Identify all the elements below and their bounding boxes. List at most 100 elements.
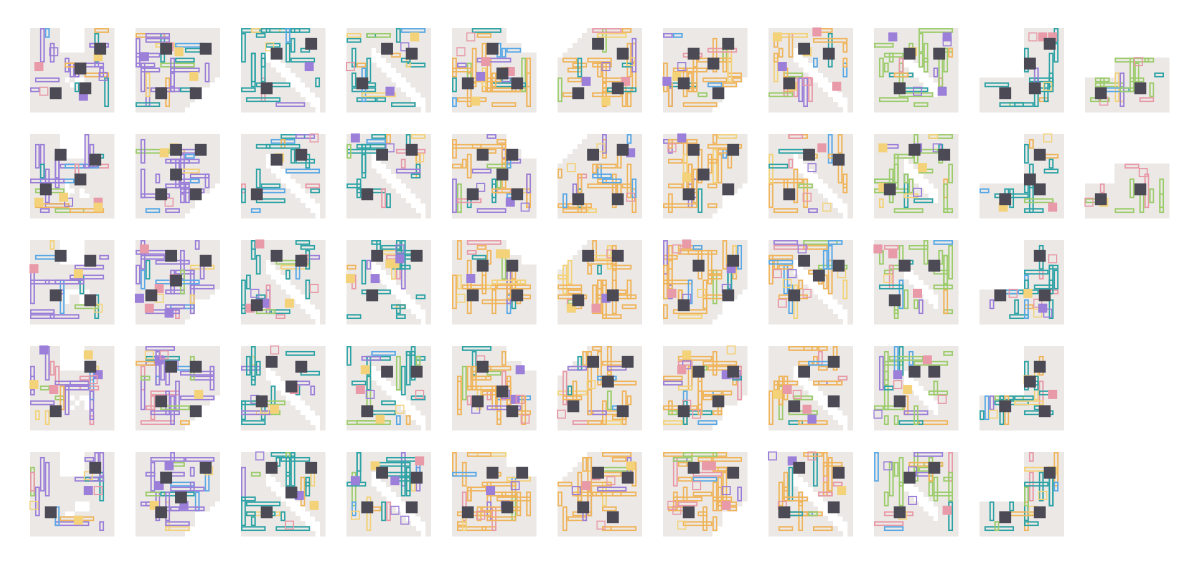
machine-block <box>139 244 149 254</box>
conveyor-segment <box>1094 77 1110 83</box>
conveyor-segment <box>883 52 904 58</box>
layout-tile <box>452 240 537 325</box>
conveyor-segment <box>1028 452 1034 462</box>
conveyor-segment <box>874 405 884 411</box>
conveyor-segment <box>717 134 738 139</box>
conveyor-segment <box>918 32 924 53</box>
conveyor-segment <box>842 173 848 189</box>
conveyor-segment <box>145 346 175 351</box>
core-block <box>461 77 474 90</box>
core-block <box>250 299 263 312</box>
conveyor-segment <box>250 208 261 214</box>
conveyor-segment <box>813 57 818 68</box>
layout-tile <box>241 451 326 537</box>
conveyor-segment <box>677 501 698 507</box>
conveyor-segment <box>184 153 195 159</box>
machine-block <box>1043 308 1053 318</box>
conveyor-segment <box>250 346 256 381</box>
conveyor-segment <box>883 491 889 507</box>
conveyor-segment <box>189 466 195 477</box>
machine-block <box>29 500 39 510</box>
core-block <box>888 294 901 307</box>
conveyor-segment <box>697 188 703 214</box>
conveyor-segment <box>49 42 55 63</box>
conveyor-segment <box>89 410 95 421</box>
conveyor-segment <box>456 526 487 532</box>
conveyor-segment <box>677 385 693 391</box>
machine-block <box>510 394 520 404</box>
layout-tile <box>662 28 748 113</box>
core-block <box>928 365 941 378</box>
conveyor-segment <box>346 183 362 189</box>
conveyor-segment <box>817 491 833 497</box>
conveyor-segment <box>346 314 362 320</box>
conveyor-segment <box>893 72 909 78</box>
core-block <box>84 254 97 267</box>
conveyor-segment <box>773 244 808 250</box>
conveyor-segment <box>587 259 617 265</box>
conveyor-segment <box>827 456 833 492</box>
conveyor-segment <box>1024 269 1049 275</box>
conveyor-segment <box>923 57 929 73</box>
core-block <box>461 506 474 519</box>
conveyor-segment <box>979 410 985 421</box>
machine-block <box>350 476 360 486</box>
machine-block <box>1043 133 1053 143</box>
machine-block <box>189 71 199 81</box>
core-block <box>405 143 418 156</box>
core-block <box>155 87 168 100</box>
conveyor-segment <box>410 395 426 401</box>
conveyor-segment <box>883 415 889 426</box>
conveyor-segment <box>245 501 281 507</box>
core-block <box>692 365 705 378</box>
conveyor-segment <box>486 370 502 376</box>
conveyor-segment <box>842 42 848 53</box>
machine-block <box>1138 168 1148 178</box>
core-block <box>285 380 298 393</box>
machine-block <box>787 456 797 466</box>
core-block <box>165 249 178 262</box>
core-block <box>928 259 941 272</box>
machine-block <box>807 451 817 461</box>
machine-block <box>164 461 174 471</box>
conveyor-segment <box>405 466 411 497</box>
conveyor-segment <box>717 153 723 184</box>
machine-block <box>667 500 677 510</box>
machine-block <box>937 394 947 404</box>
machine-block <box>1008 288 1018 298</box>
conveyor-segment <box>702 360 738 366</box>
layout-tile <box>135 28 220 113</box>
conveyor-segment <box>933 240 954 245</box>
conveyor-segment <box>626 395 632 406</box>
conveyor-segment <box>592 163 597 174</box>
conveyor-segment <box>908 350 914 366</box>
conveyor-segment <box>395 28 401 43</box>
conveyor-segment <box>44 410 50 426</box>
conveyor-segment <box>241 496 256 502</box>
core-block <box>727 254 740 267</box>
core-block <box>381 365 393 378</box>
conveyor-segment <box>381 400 396 406</box>
conveyor-segment <box>204 62 210 83</box>
layout-tile <box>241 133 326 219</box>
conveyor-segment <box>557 481 573 487</box>
conveyor-segment <box>692 476 718 482</box>
conveyor-segment <box>707 47 738 53</box>
core-block <box>511 289 524 302</box>
core-block <box>89 153 102 166</box>
conveyor-segment <box>305 476 311 487</box>
conveyor-segment <box>44 28 50 38</box>
conveyor-segment <box>626 42 632 78</box>
conveyor-segment <box>461 365 467 401</box>
conveyor-segment <box>606 365 627 371</box>
core-block <box>376 466 389 479</box>
conveyor-segment <box>165 521 190 527</box>
machine-block <box>937 86 947 96</box>
conveyor-segment <box>1024 208 1044 214</box>
machine-block <box>385 259 395 269</box>
core-block <box>898 259 911 272</box>
machine-block <box>672 244 682 254</box>
core-block <box>611 82 624 95</box>
machine-block <box>265 42 275 52</box>
conveyor-segment <box>933 269 949 275</box>
